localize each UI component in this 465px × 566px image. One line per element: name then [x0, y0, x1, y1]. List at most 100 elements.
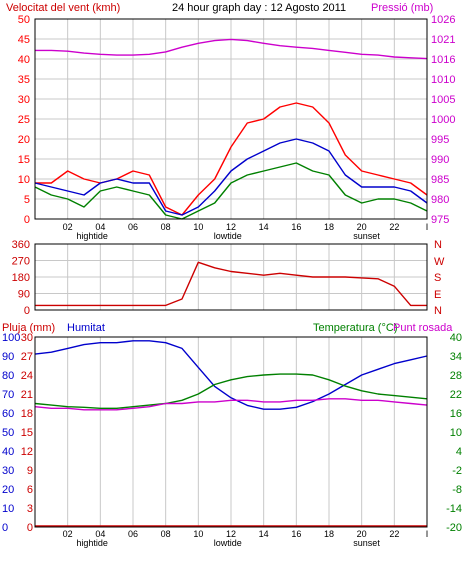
- compass-label: S: [434, 272, 441, 284]
- temperature-tick-label: 16: [450, 408, 462, 420]
- temperature-tick-label: 40: [450, 332, 462, 344]
- wind-direction-tick-label: 0: [24, 305, 30, 317]
- wind-direction-series: [35, 261, 427, 307]
- wind-direction-grid: [35, 244, 427, 310]
- wind-pressure-grid: [35, 19, 427, 219]
- x-tick-label: 18: [324, 222, 334, 232]
- temperature-tick-label: 4: [456, 446, 462, 458]
- wind-speed-title: Velocitat del vent (kmh): [6, 2, 120, 14]
- compass-label: N: [434, 239, 442, 251]
- x-tick-label: 14: [259, 222, 269, 232]
- x-event-label: hightide: [76, 538, 108, 548]
- humidity-temperature-series: [34, 340, 428, 527]
- x-tick-label: 18: [324, 529, 334, 539]
- pressure-line: [35, 38, 428, 60]
- humidity-tick-label: 40: [2, 446, 14, 458]
- x-event-label: lowtide: [214, 231, 242, 241]
- x-event-label: hightide: [76, 231, 108, 241]
- humidity-tick-label: 100: [2, 332, 20, 344]
- x-tick-label: 04: [95, 529, 105, 539]
- wind-speed-tick-label: 15: [18, 154, 30, 166]
- x-tick-label: 10: [193, 529, 203, 539]
- humidity-tick-label: 60: [2, 408, 14, 420]
- rain-tick-label: 18: [21, 408, 33, 420]
- x-event-label: sunset: [353, 538, 380, 548]
- x-event-label: lowtide: [214, 538, 242, 548]
- temperature-label: Temperatura (°C): [313, 322, 397, 334]
- wind-average-line: [34, 138, 428, 216]
- x-tick-label: I: [426, 529, 429, 539]
- humidity-line: [34, 340, 428, 410]
- x-tick-label: 08: [161, 222, 171, 232]
- x-tick-label: 14: [259, 529, 269, 539]
- x-event-label: sunset: [353, 231, 380, 241]
- temperature-axis: -20 -14 -8 -2 4 10 16 22 28 34 40: [446, 332, 462, 534]
- pressure-axis: 975 980 985 990 995 1000 1005 1010 1016 1021 1026: [431, 14, 455, 226]
- wind-speed-tick-label: 30: [18, 94, 30, 106]
- wind-direction-tick-label: 270: [12, 256, 30, 268]
- x-tick-label: 06: [128, 529, 138, 539]
- wind-speed-tick-label: 25: [18, 114, 30, 126]
- rain-tick-label: 21: [21, 389, 33, 401]
- x-tick-label: 16: [291, 529, 301, 539]
- x-tick-label: 02: [63, 529, 73, 539]
- x-tick-label: 02: [63, 222, 73, 232]
- pressure-title: Pressió (mb): [371, 2, 433, 14]
- graph-title: 24 hour graph day : 12 Agosto 2011: [172, 2, 346, 14]
- dewpoint-line: [34, 398, 428, 411]
- temperature-tick-label: 34: [450, 351, 462, 363]
- wind-direction-tick-label: 90: [18, 289, 30, 301]
- humidity-tick-label: 20: [2, 484, 14, 496]
- humidity-tick-label: 0: [2, 522, 8, 534]
- wind-pressure-frame: [34, 18, 428, 220]
- pressure-tick-label: 1026: [431, 14, 455, 26]
- rain-tick-label: 12: [21, 446, 33, 458]
- rain-label: Pluja (mm): [2, 322, 55, 334]
- compass-label: E: [434, 289, 441, 301]
- rain-tick-label: 27: [21, 351, 33, 363]
- rain-tick-label: 15: [21, 427, 33, 439]
- wind-speed-tick-label: 35: [18, 74, 30, 86]
- rain-tick-label: 6: [27, 484, 33, 496]
- rain-tick-label: 0: [27, 522, 33, 534]
- x-tick-label: 16: [291, 222, 301, 232]
- pressure-tick-label: 985: [431, 174, 449, 186]
- pressure-tick-label: 995: [431, 134, 449, 146]
- humidity-tick-label: 30: [2, 465, 14, 477]
- temperature-tick-label: -20: [446, 522, 462, 534]
- x-tick-label: 20: [357, 222, 367, 232]
- x-tick-label: 08: [161, 529, 171, 539]
- pressure-tick-label: 1010: [431, 74, 455, 86]
- temperature-tick-label: -8: [452, 484, 462, 496]
- temperature-tick-label: 28: [450, 370, 462, 382]
- wind-speed-tick-label: 20: [18, 134, 30, 146]
- wind-minimum-line: [34, 162, 428, 220]
- rain-tick-label: 30: [21, 332, 33, 344]
- wind-speed-axis: 0 5 10 15 20 25 30 35 40 45 50: [18, 14, 30, 226]
- humidity-tick-label: 70: [2, 389, 14, 401]
- rain-tick-label: 24: [21, 370, 33, 382]
- pressure-tick-label: 1021: [431, 34, 455, 46]
- wind-speed-tick-label: 45: [18, 34, 30, 46]
- x-tick-label: I: [426, 222, 429, 232]
- pressure-tick-label: 1000: [431, 114, 455, 126]
- temperature-tick-label: -14: [446, 503, 462, 515]
- pressure-tick-label: 990: [431, 154, 449, 166]
- humidity-temperature-grid: [67, 337, 395, 527]
- humidity-label: Humitat: [67, 322, 105, 334]
- wind-direction-line: [35, 261, 427, 307]
- compass-label: W: [434, 256, 445, 268]
- humidity-tick-label: 50: [2, 427, 14, 439]
- wind-speed-tick-label: 5: [24, 194, 30, 206]
- wind-speed-tick-label: 0: [24, 214, 30, 226]
- wind-direction-tick-label: 360: [12, 239, 30, 251]
- pressure-tick-label: 980: [431, 194, 449, 206]
- wind-speed-tick-label: 40: [18, 54, 30, 66]
- compass-label: N: [434, 305, 442, 317]
- rain-humidity-axis: 0 10 20 30 40 50 60 70 80 90 100 0 3 6 9 12 15 18 21 24 27 30: [2, 332, 33, 534]
- temperature-tick-label: 10: [450, 427, 462, 439]
- wind-speed-tick-label: 50: [18, 14, 30, 26]
